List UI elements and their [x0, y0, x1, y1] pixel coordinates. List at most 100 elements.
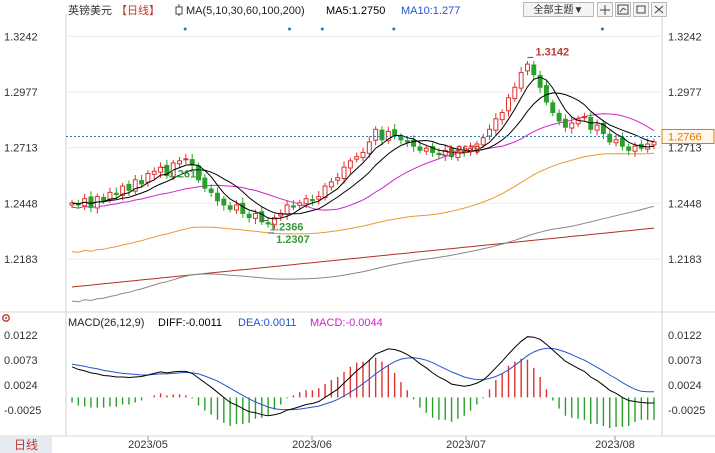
candle-up	[335, 177, 341, 181]
event-marker	[320, 27, 324, 31]
macd-diff-line	[71, 336, 654, 417]
price-tick-right: 1.2977	[668, 87, 702, 99]
candle-down	[113, 192, 119, 195]
extreme-annotation: 1.2619	[169, 168, 203, 180]
candle-down	[139, 180, 145, 185]
period-tag[interactable]: 【日线】	[116, 5, 160, 17]
event-marker	[183, 27, 187, 31]
ma30-line	[71, 113, 655, 211]
candle-up	[455, 149, 461, 158]
macd-tick-left: 0.0073	[4, 355, 38, 367]
date-tick-label: 2023/06	[292, 439, 332, 451]
candle-up	[328, 181, 334, 188]
extreme-annotation: 1.2366	[270, 222, 304, 234]
candle-down	[126, 183, 132, 191]
candle-up	[354, 156, 360, 160]
candle-down	[607, 133, 613, 143]
candle-up	[569, 122, 575, 129]
macd-tick-left: -0.0025	[4, 405, 41, 417]
candle-up	[423, 147, 429, 152]
candle-up	[132, 179, 138, 192]
candle-up	[442, 149, 448, 156]
price-tick-right: 1.2183	[668, 254, 702, 266]
candle-down	[164, 164, 170, 177]
candlestick-icon[interactable]	[174, 4, 184, 16]
candle-up	[303, 198, 309, 205]
price-tick-left: 1.2448	[4, 198, 38, 210]
candle-down	[600, 122, 606, 135]
candle-up	[234, 204, 239, 211]
candle-up	[151, 170, 157, 175]
candle-up	[651, 141, 657, 146]
candle-down	[411, 139, 417, 147]
candle-up	[499, 111, 505, 121]
candle-up	[360, 151, 366, 158]
candle-down	[392, 129, 398, 137]
indicator-settings-icon[interactable]	[0, 312, 14, 326]
chart-settings-icon[interactable]	[615, 2, 631, 17]
candle-down	[265, 222, 271, 225]
candle-up	[107, 191, 113, 200]
macd-tick-left: 0.0024	[4, 380, 38, 392]
price-tick-left: 1.3242	[4, 31, 38, 43]
candle-up	[316, 196, 322, 200]
period-tab-daily[interactable]: 日线	[0, 437, 52, 453]
ma10-value: MA10:1.277	[401, 5, 461, 17]
ma10-line	[71, 92, 655, 215]
price-tick-right: 1.2713	[668, 143, 702, 155]
candle-down	[101, 196, 107, 202]
date-tick-label: 2023/08	[595, 439, 635, 451]
candle-down	[259, 211, 265, 223]
extreme-annotation: 1.3142	[535, 46, 569, 58]
candle-up	[366, 141, 372, 154]
candle-up	[297, 202, 303, 206]
candle-up	[581, 116, 587, 119]
candle-down	[88, 196, 94, 208]
ma60-line	[71, 152, 655, 253]
candle-up	[474, 143, 480, 150]
crosshair-icon[interactable]	[597, 2, 613, 17]
candle-up	[594, 124, 600, 131]
candle-up	[613, 139, 619, 144]
candle-down	[562, 118, 568, 128]
extreme-annotation: 1.2307	[276, 234, 310, 246]
macd-diff-value: DIFF:-0.0011	[158, 317, 222, 329]
candle-up	[177, 160, 183, 165]
candle-up	[120, 185, 126, 196]
date-tick-label: 2023/07	[446, 439, 486, 451]
theme-dropdown[interactable]: 全部主题▼	[523, 2, 594, 17]
candle-up	[506, 97, 511, 112]
macd-tick-left: 0.0122	[4, 330, 38, 342]
candle-up	[284, 204, 290, 215]
candle-up	[487, 128, 492, 137]
ma5-value: MA5:1.2750	[326, 5, 386, 17]
candle-up	[373, 128, 379, 141]
price-tick-left: 1.2713	[4, 143, 38, 155]
price-tick-left: 1.2183	[4, 254, 38, 266]
close-icon[interactable]	[651, 2, 667, 17]
candle-up	[525, 63, 530, 72]
candle-down	[531, 64, 537, 76]
candle-up	[271, 217, 277, 226]
macd-params[interactable]: MACD(26,12,9)	[68, 317, 145, 329]
date-tick-label: 2023/05	[128, 439, 168, 451]
candle-up	[252, 212, 258, 219]
candle-down	[227, 205, 233, 210]
macd-hist-value: MACD:-0.0044	[310, 317, 383, 329]
candle-up	[518, 72, 524, 89]
macd-tick-right: 0.0024	[668, 380, 702, 392]
event-marker	[392, 27, 396, 31]
candle-up	[69, 202, 75, 206]
candle-up	[158, 166, 164, 173]
restore-icon[interactable]	[633, 2, 649, 17]
candle-up	[512, 86, 518, 100]
candle-down	[404, 140, 410, 143]
ma100-line	[71, 205, 655, 303]
candle-down	[202, 177, 208, 189]
ma-params[interactable]: MA(5,10,30,60,100,200)	[186, 5, 305, 17]
candle-down	[215, 192, 220, 202]
candle-down	[240, 202, 246, 214]
candle-down	[537, 74, 543, 88]
